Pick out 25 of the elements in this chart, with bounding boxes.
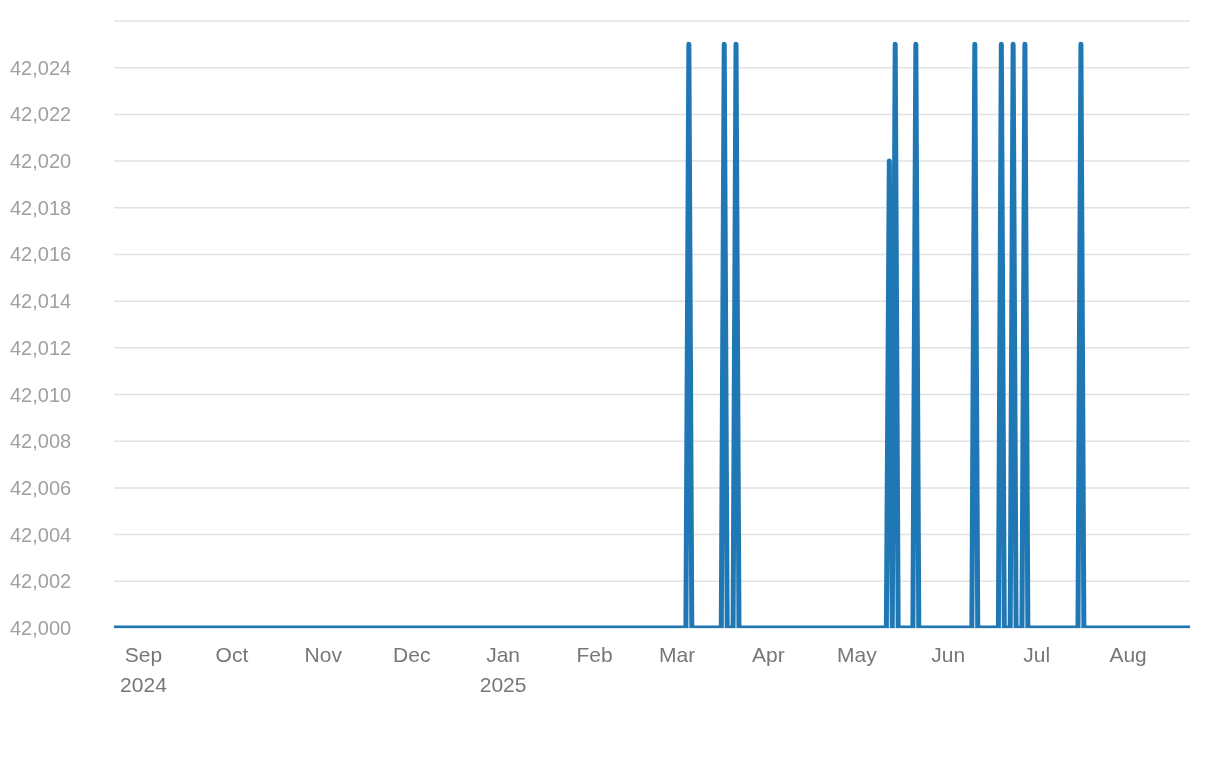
x-tick-label: Mar xyxy=(658,643,696,666)
y-tick-label: 42,010 xyxy=(10,383,72,406)
y-tick-label: 42,000 xyxy=(10,617,72,639)
x-tick-label: Nov xyxy=(304,643,343,666)
x-tick-label: Dec xyxy=(393,643,431,666)
y-tick-label: 42,020 xyxy=(10,150,72,173)
y-tick-label: 42,024 xyxy=(10,56,72,79)
x-tick-label: Aug xyxy=(1109,643,1147,666)
y-tick-label: 42,006 xyxy=(10,476,72,499)
y-tick-label: 42,002 xyxy=(10,570,72,593)
y-tick-label: 42,008 xyxy=(10,430,72,453)
x-tick-label: Jun xyxy=(931,643,966,666)
y-tick-label: 42,012 xyxy=(10,336,72,359)
y-tick-label: 42,016 xyxy=(10,243,72,266)
y-tick-label: 42,022 xyxy=(10,103,72,126)
x-tick-label: Oct xyxy=(215,643,249,666)
x-tick-label: Feb xyxy=(576,643,613,666)
x-tick-label: Jul xyxy=(1023,643,1051,666)
y-tick-label: 42,018 xyxy=(10,196,72,219)
x-tick-label: Jan 2025 xyxy=(479,643,527,696)
x-tick-label: May xyxy=(837,643,878,666)
x-tick-label: Sep 2024 xyxy=(120,643,168,696)
y-tick-label: 42,014 xyxy=(10,290,72,313)
x-tick-label: Apr xyxy=(752,643,785,666)
y-tick-label: 42,004 xyxy=(10,523,72,546)
